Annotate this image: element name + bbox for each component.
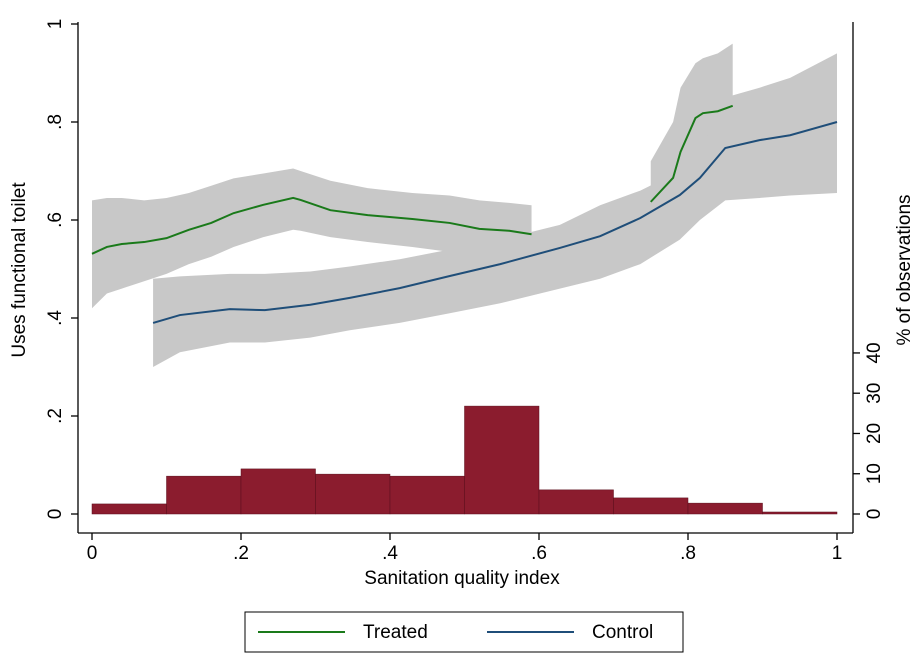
y-tick-label: .2 — [45, 408, 66, 424]
x-tick-label: .2 — [233, 543, 249, 564]
y-tick-label: .4 — [45, 310, 66, 326]
histogram-bar — [166, 475, 242, 515]
histogram-bar — [240, 468, 316, 515]
histogram-bar — [389, 475, 465, 515]
legend-label: Control — [592, 622, 653, 643]
x-tick-label: 0 — [87, 543, 98, 564]
y2-tick-label: 0 — [864, 509, 885, 520]
y2-tick-label: 40 — [864, 342, 885, 363]
x-tick-label: 1 — [832, 543, 843, 564]
histogram-bar — [538, 489, 614, 515]
y2-tick-label: 30 — [864, 383, 885, 404]
y2-axis-title: % of observations — [894, 194, 915, 345]
y-tick-label: .8 — [45, 114, 66, 130]
histogram-bar — [91, 503, 167, 515]
x-axis-title: Sanitation quality index — [364, 568, 560, 589]
x-tick-label: .6 — [531, 543, 547, 564]
y-tick-label: .6 — [45, 212, 66, 228]
y-tick-label: 1 — [45, 19, 66, 30]
line — [152, 121, 838, 324]
confidence-band — [92, 168, 532, 309]
histogram-bar — [762, 511, 838, 515]
y2-tick-label: 20 — [864, 423, 885, 444]
x-tick-label: .8 — [680, 543, 696, 564]
line — [91, 104, 734, 255]
legend-label: Treated — [363, 622, 428, 643]
confidence-band — [153, 53, 838, 368]
y-tick-label: 0 — [45, 509, 66, 520]
histogram-bar — [613, 497, 689, 515]
histogram-bar — [464, 405, 540, 515]
y-axis-title: Uses functional toilet — [9, 182, 30, 358]
histogram-bar — [687, 502, 763, 515]
x-tick-label: .4 — [382, 543, 398, 564]
y2-tick-label: 10 — [864, 463, 885, 484]
histogram-bar — [315, 473, 391, 515]
